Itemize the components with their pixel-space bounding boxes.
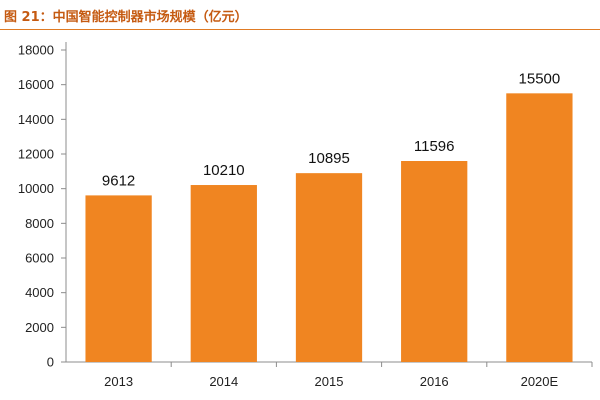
- bar-2013: [85, 195, 152, 362]
- data-label-2013: 9612: [102, 172, 135, 189]
- y-tick-label: 8000: [25, 216, 54, 231]
- bar-2016: [401, 161, 468, 362]
- figure-header: 图 21：中国智能控制器市场规模（亿元）: [0, 0, 600, 30]
- x-axis-ticks: 2013 2014 2015 2016 2020E: [104, 362, 593, 389]
- bars-group: 9612 10210 10895 11596 15500: [85, 70, 573, 362]
- x-tick-label: 2015: [315, 374, 344, 389]
- y-tick-label: 10000: [18, 181, 54, 196]
- x-tick-label: 2020E: [521, 374, 559, 389]
- y-tick-label: 16000: [18, 77, 54, 92]
- y-tick-label: 4000: [25, 285, 54, 300]
- data-label-2016: 11596: [414, 138, 455, 155]
- figure-title: 图 21：中国智能控制器市场规模（亿元）: [4, 10, 248, 25]
- y-tick-label: 0: [47, 355, 54, 370]
- x-tick-label: 2016: [420, 374, 449, 389]
- bar-2015: [295, 173, 363, 362]
- x-tick-label: 2013: [104, 374, 133, 389]
- y-tick-label: 14000: [18, 112, 54, 127]
- title-divider: [0, 29, 600, 30]
- data-label-2020E: 15500: [519, 70, 561, 87]
- bar-2020E: [506, 93, 573, 362]
- y-tick-label: 18000: [18, 43, 54, 58]
- x-tick-label: 2014: [209, 374, 238, 389]
- y-tick-label: 6000: [25, 251, 54, 266]
- y-tick-label: 12000: [18, 147, 54, 162]
- bar-2014: [190, 185, 257, 362]
- data-label-2014: 10210: [203, 162, 245, 179]
- y-tick-label: 2000: [25, 320, 54, 335]
- data-label-2015: 10895: [308, 150, 350, 167]
- y-axis-ticks: 0 2000 4000 6000 8000 10000 12000 14000 16000 180…: [18, 43, 66, 370]
